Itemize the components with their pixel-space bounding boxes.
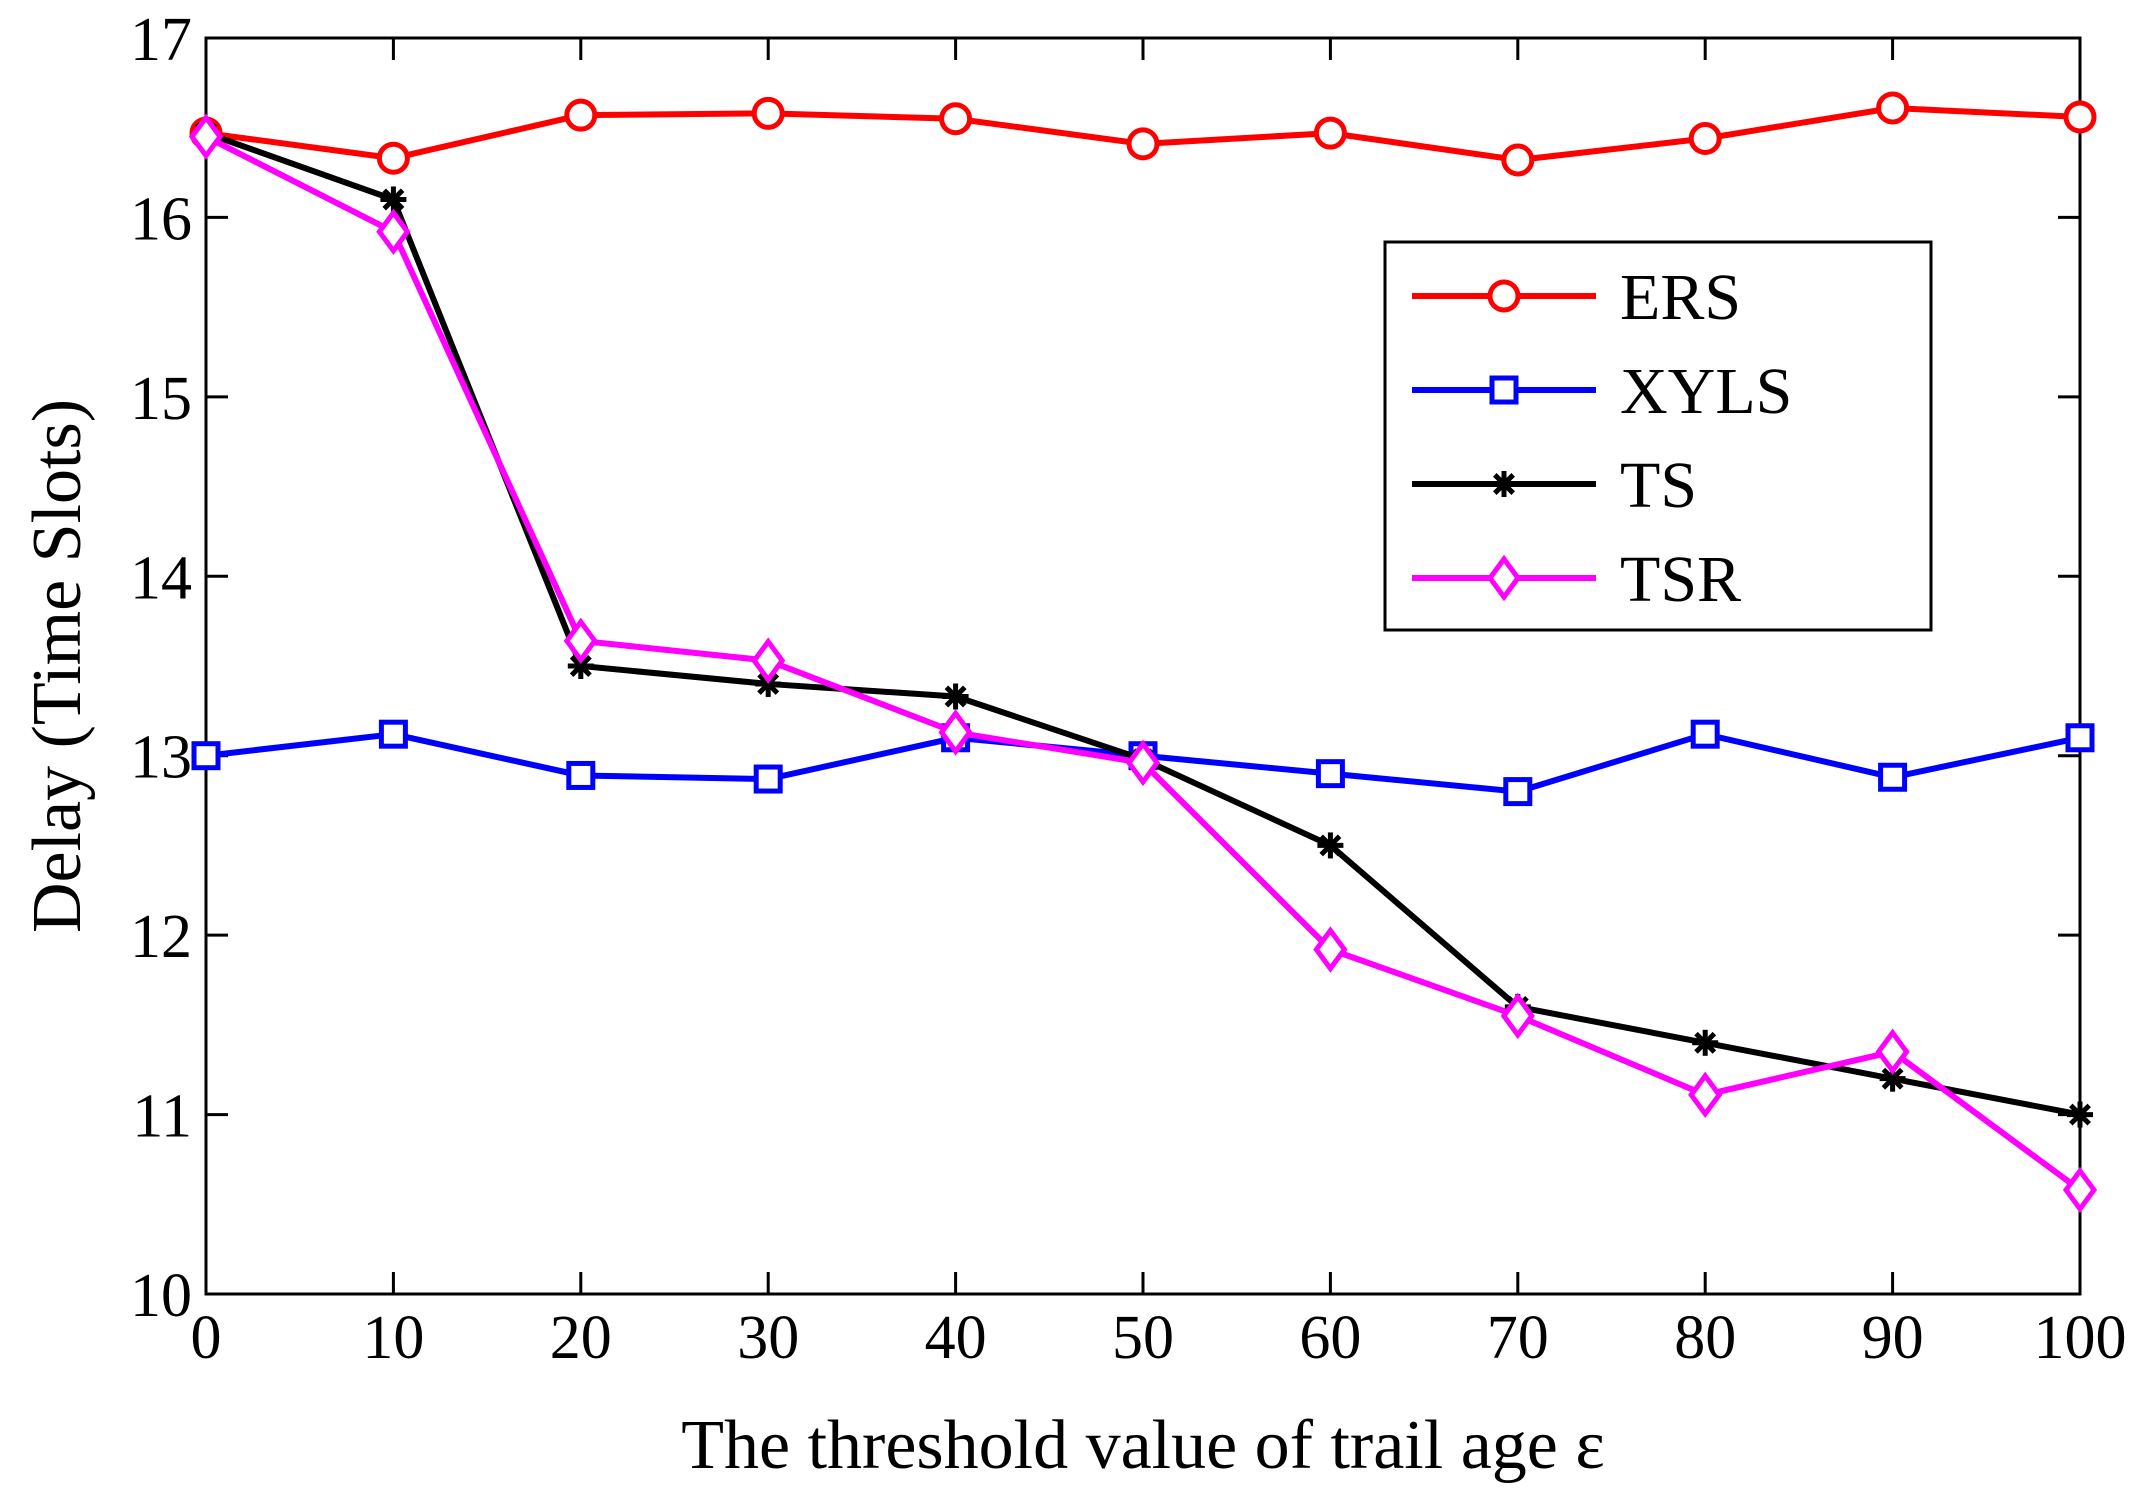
- y-tick-label: 17: [130, 6, 192, 74]
- y-tick-label: 16: [130, 185, 192, 253]
- y-tick-label: 14: [130, 544, 192, 612]
- data-point-ers: [939, 102, 973, 136]
- data-point-ers: [751, 96, 785, 130]
- series-tsr: [188, 113, 2098, 1214]
- data-point-xyls: [378, 719, 408, 749]
- data-point-ers: [1313, 116, 1347, 150]
- y-tick-label: 12: [130, 903, 192, 971]
- data-point-tsr: [1500, 992, 1535, 1040]
- data-point-ers: [564, 98, 598, 132]
- plot-area: [204, 36, 2082, 1296]
- y-tick-label: 15: [130, 365, 192, 433]
- data-point-tsr: [1688, 1071, 1723, 1119]
- data-point-tsr: [2062, 1166, 2098, 1214]
- data-point-tsr: [188, 113, 224, 160]
- x-tick-label: 0: [191, 1304, 222, 1372]
- x-tick-label: 70: [1487, 1304, 1549, 1372]
- data-point-tsr: [563, 617, 598, 665]
- data-point-ers: [2063, 100, 2097, 134]
- x-tick-label: 10: [362, 1304, 424, 1372]
- data-point-xyls: [1690, 719, 1720, 749]
- data-point-xyls: [1503, 777, 1533, 807]
- legend-item-xyls: XYLS: [1412, 355, 1792, 428]
- data-point-ers: [1501, 143, 1535, 177]
- data-point-ts: [755, 670, 782, 697]
- x-tick-label: 60: [1299, 1304, 1361, 1372]
- legend-marker: [1489, 375, 1519, 405]
- data-point-xyls: [1878, 762, 1908, 792]
- legend-label: TS: [1620, 449, 1697, 522]
- x-tick-label: 50: [1112, 1304, 1174, 1372]
- data-point-ts: [2067, 1101, 2093, 1128]
- data-point-ts: [380, 186, 407, 213]
- series-ers: [189, 91, 2097, 177]
- data-point-ts: [1692, 1029, 1719, 1056]
- legend-marker: [1487, 279, 1521, 313]
- data-point-ers: [1876, 91, 1910, 125]
- y-tick-label: 10: [130, 1262, 192, 1330]
- data-point-tsr: [1125, 739, 1161, 787]
- data-point-ers: [376, 141, 410, 175]
- x-axis-label: The threshold value of trail age ε: [681, 1407, 1605, 1484]
- legend: ERS XYLS TS TSR: [1383, 240, 1933, 632]
- legend-item-ts: TS: [1412, 449, 1697, 522]
- x-tick-label: 20: [550, 1304, 612, 1372]
- legend-label: XYLS: [1620, 355, 1792, 428]
- data-point-tsr: [938, 709, 973, 756]
- x-tick-label: 80: [1674, 1304, 1736, 1372]
- legend-box: [1383, 240, 1933, 632]
- y-tick-label: 13: [130, 724, 192, 792]
- x-tick-label: 40: [925, 1304, 987, 1372]
- legend-label: ERS: [1620, 261, 1741, 334]
- data-point-ers: [1126, 127, 1160, 161]
- x-tick-label: 100: [2034, 1304, 2127, 1372]
- data-point-ts: [1317, 832, 1344, 859]
- data-point-ts: [1879, 1065, 1906, 1092]
- data-point-tsr: [1875, 1028, 1910, 1075]
- y-tick-label: 11: [132, 1083, 192, 1151]
- data-point-xyls: [566, 760, 596, 790]
- data-point-ers: [1688, 121, 1722, 155]
- data-point-tsr: [1313, 926, 1348, 973]
- data-point-xyls: [191, 741, 221, 771]
- data-point-ts: [942, 683, 969, 710]
- x-tick-label: 90: [1862, 1304, 1924, 1372]
- series-layer: [188, 91, 2098, 1214]
- data-point-tsr: [376, 208, 411, 255]
- data-point-xyls: [2065, 723, 2095, 753]
- data-point-xyls: [753, 764, 783, 794]
- y-axis-label: Delay (Time Slots): [19, 399, 96, 933]
- data-point-tsr: [751, 637, 786, 684]
- data-point-xyls: [1315, 759, 1345, 789]
- legend-item-tsr: TSR: [1412, 543, 1741, 616]
- legend-item-ers: ERS: [1412, 261, 1741, 334]
- legend-label: TSR: [1620, 543, 1741, 616]
- x-tick-label: 30: [737, 1304, 799, 1372]
- legend-marker: [1491, 471, 1517, 497]
- legend-marker: [1486, 554, 1522, 602]
